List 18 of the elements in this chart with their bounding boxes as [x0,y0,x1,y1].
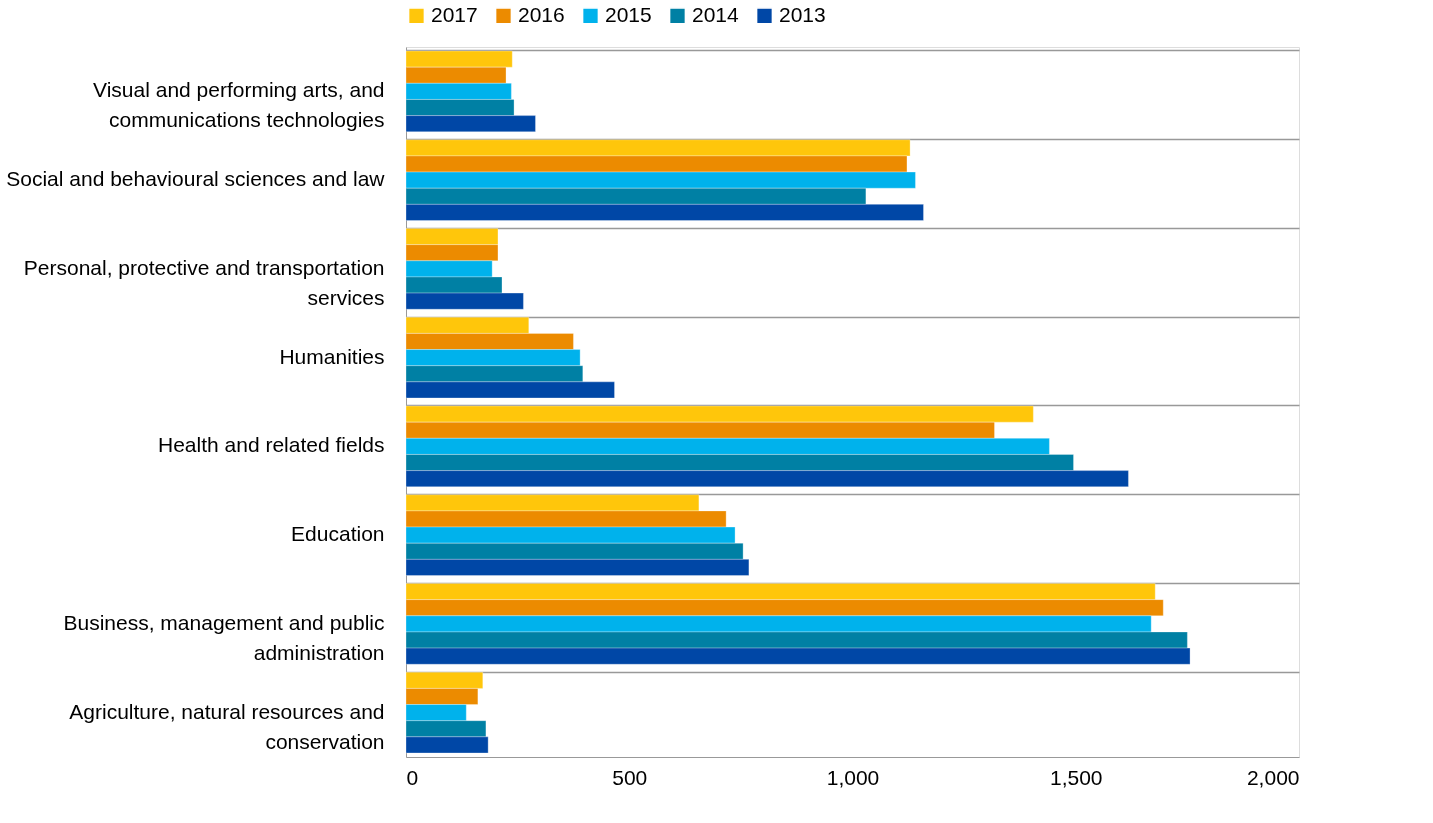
legend-label: 2013 [779,2,826,26]
y-tick-label: Business, management and public administration [63,610,385,664]
x-tick-label: 0 [406,765,419,789]
x-tick-label: 1,500 [1049,765,1103,789]
legend-label: 2017 [431,2,478,26]
y-tick-label: Visual and performing arts, and communications technologies [93,78,385,132]
x-tick-label: 1,000 [826,765,880,789]
x-tick-label: 500 [612,765,648,789]
y-tick-label: Humanities [279,344,385,368]
legend-label: 2014 [692,2,740,26]
x-tick-label: 2,000 [1246,765,1300,789]
y-tick-label: Agriculture, natural resources and conservation [69,699,385,753]
y-tick-label: Social and behavioural sciences and law [6,167,386,191]
legend-label: 2015 [605,2,652,26]
y-tick-label: Personal, protective and transportation services [23,255,385,309]
y-tick-label: Education [291,522,385,546]
y-tick-label: Health and related fields [158,433,385,457]
legend-label: 2016 [518,2,565,26]
